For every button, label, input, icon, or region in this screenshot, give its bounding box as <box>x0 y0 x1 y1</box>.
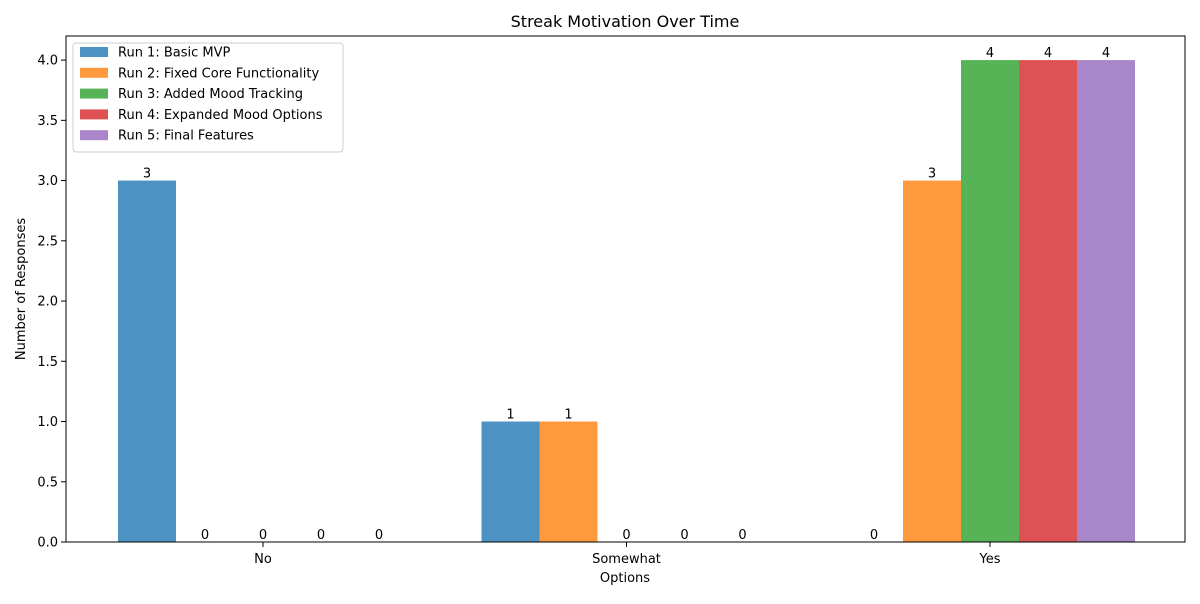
x-axis: No Somewhat Yes <box>254 542 1001 567</box>
x-tick-label-yes: Yes <box>979 552 1001 567</box>
value-label-series-2-no: 0 <box>201 528 209 543</box>
legend-label-series-2: Run 2: Fixed Core Functionality <box>118 66 319 81</box>
legend-label-series-5: Run 5: Final Features <box>118 129 254 144</box>
legend-label-series-3: Run 3: Added Mood Tracking <box>118 87 303 102</box>
y-tick-label: 4.0 <box>37 54 58 69</box>
legend-swatch-series-4 <box>80 109 108 120</box>
legend-frame <box>72 42 344 153</box>
legend-label-series-4: Run 4: Expanded Mood Options <box>118 108 323 123</box>
bar-series-3-yes <box>961 60 1019 542</box>
y-tick-label: 3.5 <box>37 114 58 129</box>
legend-swatch-series-2 <box>80 67 108 78</box>
y-tick-label: 3.0 <box>37 174 58 189</box>
value-labels-layer: 3 1 0 0 1 3 0 0 4 0 0 4 0 0 4 <box>143 46 1110 543</box>
value-label-series-4-yes: 4 <box>1044 46 1052 61</box>
value-label-series-4-somewhat: 0 <box>680 528 688 543</box>
y-tick-label: 0.0 <box>37 536 58 551</box>
value-label-series-1-yes: 0 <box>870 528 878 543</box>
legend-swatch-series-1 <box>80 47 108 57</box>
legend-swatch-series-5 <box>80 130 108 141</box>
y-axis: 0.0 0.5 1.0 1.5 2.0 2.5 3.0 3.5 4.0 <box>37 54 66 551</box>
value-label-series-1-no: 3 <box>143 167 151 182</box>
x-axis-label: Options <box>600 571 650 586</box>
legend-swatch-series-3 <box>80 88 108 99</box>
y-tick-label: 2.5 <box>37 234 58 249</box>
legend-items: Run 1: Basic MVP Run 2: Fixed Core Functi… <box>80 46 323 144</box>
bars-layer <box>118 60 1135 543</box>
value-label-series-4-no: 0 <box>317 528 325 543</box>
y-tick-label: 1.0 <box>37 415 58 430</box>
legend-label-series-1: Run 1: Basic MVP <box>118 46 231 61</box>
value-label-series-3-somewhat: 0 <box>622 528 630 543</box>
bar-series-4-yes <box>1019 60 1077 542</box>
value-label-series-3-no: 0 <box>259 528 267 543</box>
y-tick-label: 0.5 <box>37 475 58 490</box>
chart-title: Streak Motivation Over Time <box>511 12 740 31</box>
bar-series-2-somewhat <box>539 421 598 542</box>
plot-area-frame <box>65 35 1186 543</box>
value-label-series-5-yes: 4 <box>1102 46 1110 61</box>
bar-series-5-yes <box>1077 60 1135 542</box>
value-label-series-1-somewhat: 1 <box>506 408 514 423</box>
value-label-series-2-yes: 3 <box>928 167 936 182</box>
x-tick-label-no: No <box>254 552 272 567</box>
value-label-series-2-somewhat: 1 <box>564 408 572 423</box>
y-axis-label: Number of Responses <box>14 218 29 360</box>
legend: Run 1: Basic MVP Run 2: Fixed Core Functi… <box>72 42 344 153</box>
y-tick-label: 1.5 <box>37 355 58 370</box>
y-tick-label: 2.0 <box>37 295 58 310</box>
value-label-series-3-yes: 4 <box>986 46 994 61</box>
bar-series-1-no <box>118 180 176 543</box>
bar-series-2-yes <box>903 180 961 543</box>
value-label-series-5-somewhat: 0 <box>738 528 746 543</box>
value-label-series-5-no: 0 <box>375 528 383 543</box>
bar-series-1-somewhat <box>481 421 540 542</box>
x-tick-label-somewhat: Somewhat <box>592 552 661 567</box>
